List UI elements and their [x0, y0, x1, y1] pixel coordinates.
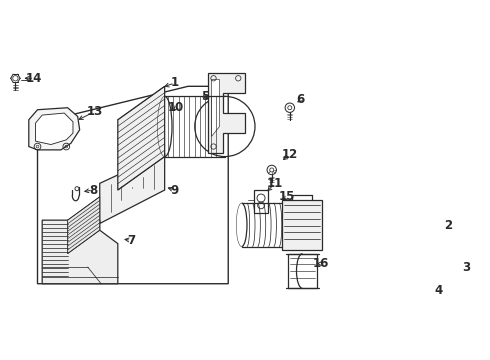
Text: 10: 10 [168, 101, 184, 114]
Polygon shape [118, 86, 165, 190]
Text: 4: 4 [435, 284, 443, 297]
Polygon shape [212, 80, 220, 136]
Text: 13: 13 [86, 105, 102, 118]
Text: 2: 2 [443, 219, 452, 232]
Text: 14: 14 [26, 72, 42, 85]
Polygon shape [282, 200, 322, 250]
Text: 11: 11 [267, 177, 283, 190]
Polygon shape [29, 108, 80, 150]
Text: 12: 12 [282, 148, 298, 161]
Text: 9: 9 [171, 184, 179, 197]
Polygon shape [208, 73, 245, 153]
Text: 15: 15 [279, 190, 295, 203]
Text: 16: 16 [313, 257, 329, 270]
Text: 3: 3 [462, 261, 470, 274]
Polygon shape [68, 197, 100, 253]
Text: 7: 7 [127, 234, 135, 247]
Polygon shape [289, 253, 317, 288]
Polygon shape [254, 190, 269, 213]
Text: 6: 6 [296, 93, 305, 106]
Polygon shape [402, 250, 456, 280]
Polygon shape [38, 86, 228, 284]
Polygon shape [35, 113, 73, 144]
Text: 5: 5 [201, 90, 209, 103]
Text: 8: 8 [89, 184, 97, 197]
Polygon shape [100, 153, 165, 224]
Polygon shape [42, 220, 118, 284]
Text: 1: 1 [171, 76, 179, 90]
